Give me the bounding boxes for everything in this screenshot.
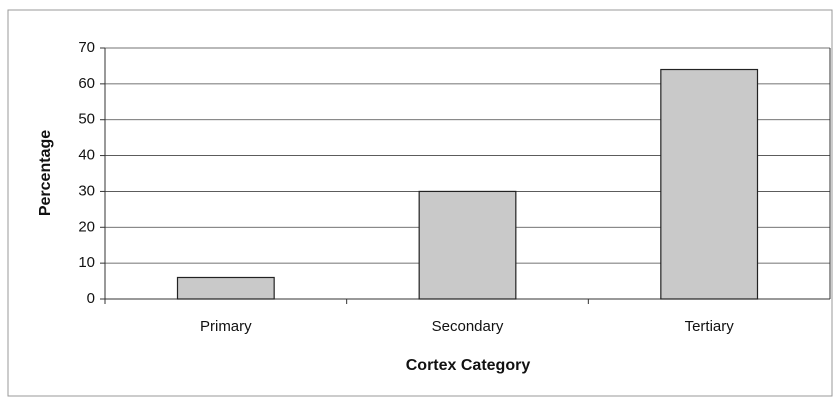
y-tick-label: 10 — [78, 254, 95, 271]
y-tick-label: 0 — [87, 290, 95, 307]
y-tick-label: 40 — [78, 147, 95, 164]
x-tick-label: Secondary — [432, 318, 504, 335]
bar — [176, 276, 275, 300]
bar — [660, 68, 759, 300]
x-tick-label: Tertiary — [685, 318, 735, 335]
y-tick-label: 30 — [78, 182, 95, 199]
y-tick-label: 50 — [78, 111, 95, 128]
y-tick-label: 60 — [78, 75, 95, 92]
y-tick-label: 20 — [78, 218, 95, 235]
y-tick-label: 70 — [78, 39, 95, 56]
x-axis-title: Cortex Category — [406, 357, 531, 374]
y-axis-title: Percentage — [37, 130, 54, 216]
x-tick-label: Primary — [200, 318, 252, 335]
bar — [418, 190, 517, 300]
